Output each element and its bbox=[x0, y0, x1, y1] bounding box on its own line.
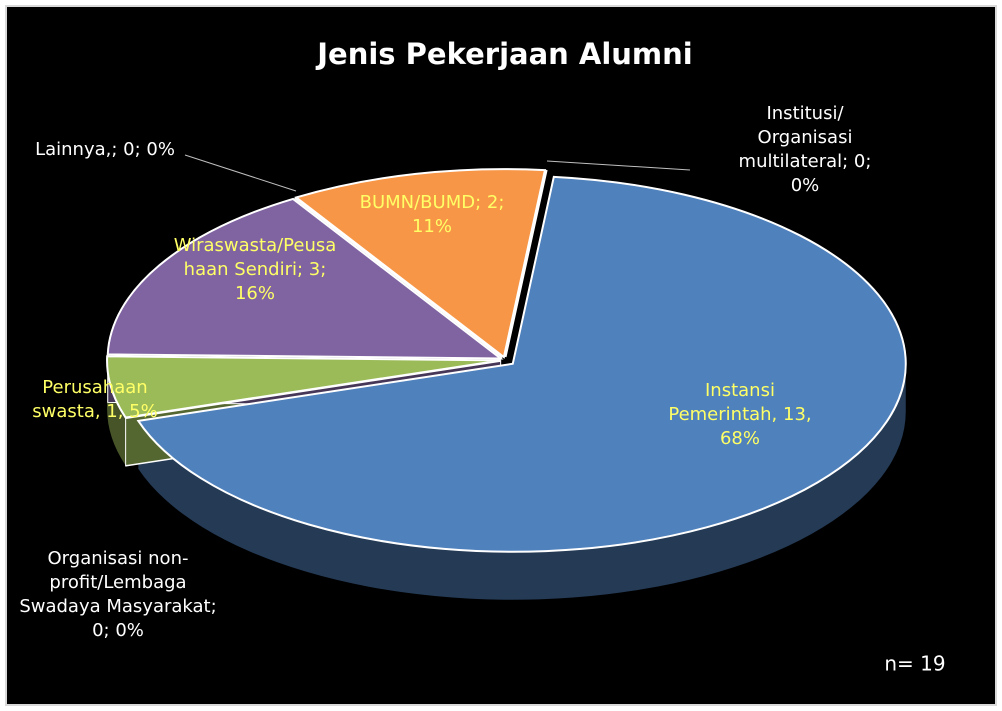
slice bbox=[136, 175, 907, 553]
slice bbox=[106, 197, 504, 360]
slice bbox=[294, 168, 547, 359]
data-label: Organisasi non-profit/Lembaga Swadaya Ma… bbox=[19, 548, 217, 641]
data-label: Lainnya,; 0; 0% bbox=[35, 139, 175, 160]
annotation: n= 19 bbox=[884, 652, 945, 676]
data-label: Perusahaan swasta, 1, 5% bbox=[32, 377, 158, 422]
data-label: BUMN/BUMD; 2; 11% bbox=[359, 192, 505, 237]
slice-side bbox=[107, 360, 126, 466]
leader-line bbox=[546, 160, 691, 171]
slice-side bbox=[138, 363, 906, 600]
data-label: Wiraswasta/Peusahaan Sendiri; 3; 16% bbox=[173, 235, 337, 304]
data-label: Institusi/ Organisasi multilateral; 0; 0… bbox=[738, 103, 872, 196]
chart-title: Jenis Pekerjaan Alumni bbox=[315, 37, 692, 71]
data-label: Instansi Pemerintah, 13, 68% bbox=[668, 380, 812, 449]
slice bbox=[294, 197, 503, 359]
slice bbox=[106, 355, 501, 419]
leader-line bbox=[184, 154, 297, 192]
